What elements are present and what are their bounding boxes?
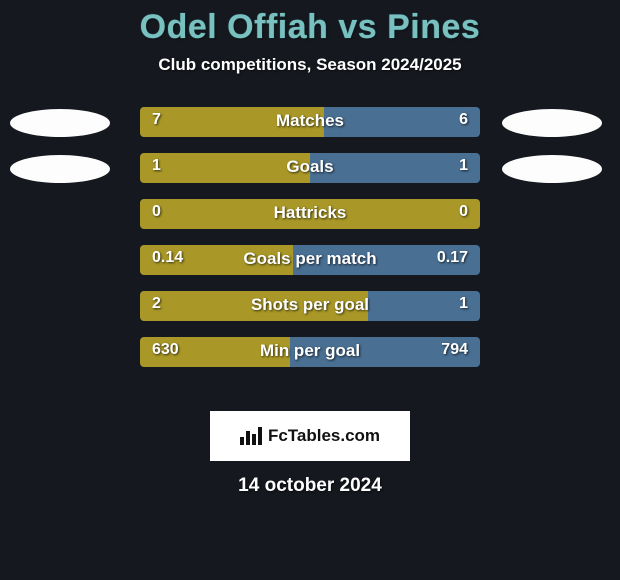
stat-value-left: 0 [152, 203, 161, 221]
stat-value-right: 1 [459, 157, 468, 175]
stat-bar-left-fill [140, 153, 310, 183]
stat-value-left: 1 [152, 157, 161, 175]
stat-bar [140, 107, 480, 137]
player1-badge [10, 109, 110, 137]
player2-name: Pines [387, 8, 480, 46]
stat-bar [140, 153, 480, 183]
stat-value-left: 2 [152, 295, 161, 313]
stat-value-left: 0.14 [152, 249, 183, 267]
stat-bar [140, 337, 480, 367]
stat-value-right: 0.17 [437, 249, 468, 267]
stat-value-left: 7 [152, 111, 161, 129]
brand: FcTables.com [240, 426, 380, 446]
stat-bar [140, 245, 480, 275]
subtitle-text: Club competitions, Season 2024/2025 [0, 55, 620, 75]
stat-bar-right-fill [310, 153, 480, 183]
stat-value-right: 794 [441, 341, 468, 359]
player2-badge [502, 109, 602, 137]
stat-rows: Matches76Goals11Hattricks00Goals per mat… [0, 115, 620, 391]
chart-icon [240, 427, 262, 445]
stat-value-left: 630 [152, 341, 179, 359]
stat-value-right: 1 [459, 295, 468, 313]
brand-text: FcTables.com [268, 426, 380, 446]
vs-text: vs [338, 8, 377, 46]
player1-badge [10, 155, 110, 183]
date-text: 14 october 2024 [0, 475, 620, 497]
stat-value-right: 6 [459, 111, 468, 129]
stat-bar [140, 199, 480, 229]
stat-bar [140, 291, 480, 321]
brand-box: FcTables.com [210, 411, 410, 461]
stat-value-right: 0 [459, 203, 468, 221]
player2-badge [502, 155, 602, 183]
page-title: Odel Offiah vs Pines [0, 0, 620, 47]
stat-bar-left-fill [140, 107, 324, 137]
comparison-infographic: Odel Offiah vs Pines Club competitions, … [0, 0, 620, 580]
stat-bar-left-fill [140, 199, 480, 229]
player1-name: Odel Offiah [140, 8, 329, 46]
stat-bar-left-fill [140, 291, 368, 321]
stat-bar-right-fill [324, 107, 480, 137]
stat-row: Min per goal630794 [0, 345, 620, 391]
